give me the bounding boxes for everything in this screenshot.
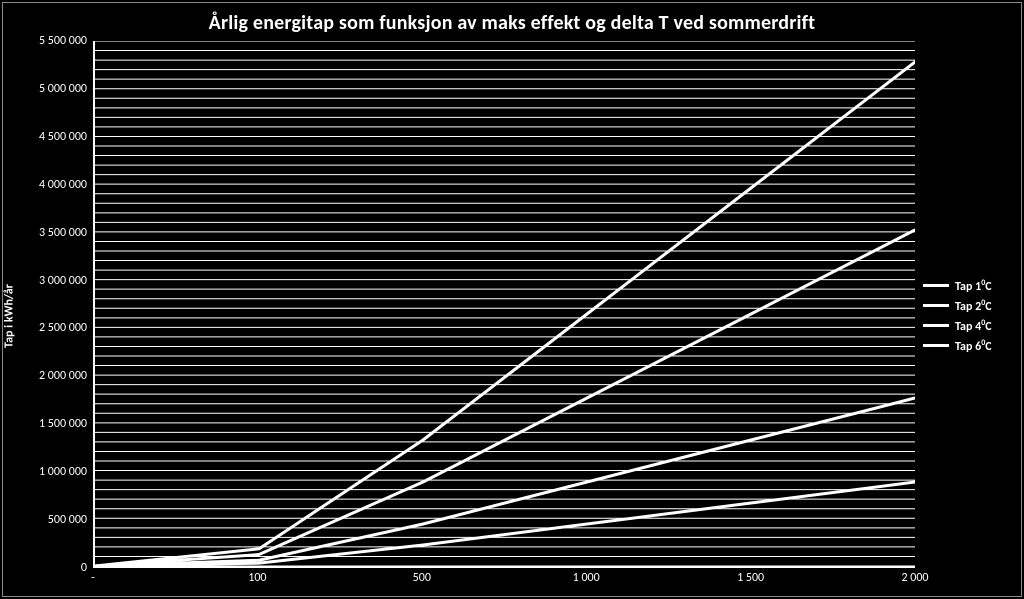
x-tick-label: 2 000 [901,571,928,585]
y-axis-label: Tap i kWh/år [2,284,16,348]
legend-label: Tap 20C [955,298,992,314]
legend-swatch [923,324,949,327]
chart-frame: Årlig energitap som funksjon av maks eff… [2,2,1022,597]
y-tick-label: 0 [81,561,87,575]
y-tick-label: 500 000 [48,513,87,527]
legend: Tap 10C Tap 20C Tap 40C Tap 60C [923,274,992,358]
y-tick-label: 5 500 000 [39,34,87,48]
x-tick-label: - [91,571,95,585]
y-axis-ticks: 0 500 000 1 000 000 1 500 000 2 000 000 2 500… [25,41,93,590]
legend-swatch [923,304,949,307]
legend-label: Tap 40C [955,318,992,334]
legend-swatch [923,344,949,347]
legend-item: Tap 10C [923,278,992,294]
plot-area [93,41,915,568]
plot-column: -1005001 0001 5002 000 [93,41,915,590]
x-axis-ticks: -1005001 0001 5002 000 [93,568,915,590]
legend-label: Tap 60C [955,338,992,354]
y-axis-label-wrap: Tap i kWh/år [3,41,25,590]
legend-item: Tap 60C [923,338,992,354]
legend-swatch [923,284,949,287]
x-tick-label: 1 000 [573,571,600,585]
x-tick-label: 100 [248,571,266,585]
y-tick-label: 2 500 000 [39,321,87,335]
legend-column: Tap 10C Tap 20C Tap 40C Tap 60C [915,41,1021,590]
legend-item: Tap 20C [923,298,992,314]
x-tick-label: 1 500 [737,571,764,585]
y-tick-label: 4 000 000 [39,178,87,192]
legend-label: Tap 10C [955,278,992,294]
y-tick-label: 4 500 000 [39,130,87,144]
y-tick-label: 1 000 000 [39,465,87,479]
y-tick-label: 1 500 000 [39,417,87,431]
y-tick-label: 2 000 000 [39,369,87,383]
legend-item: Tap 40C [923,318,992,334]
y-tick-label: 3 500 000 [39,226,87,240]
y-tick-label: 5 000 000 [39,82,87,96]
y-tick-label: 3 000 000 [39,274,87,288]
x-tick-label: 500 [413,571,431,585]
chart-body: Tap i kWh/år 0 500 000 1 000 000 1 500 000 2… [3,41,1021,590]
chart-title: Årlig energitap som funksjon av maks eff… [3,3,1021,39]
line-layer [95,41,915,566]
